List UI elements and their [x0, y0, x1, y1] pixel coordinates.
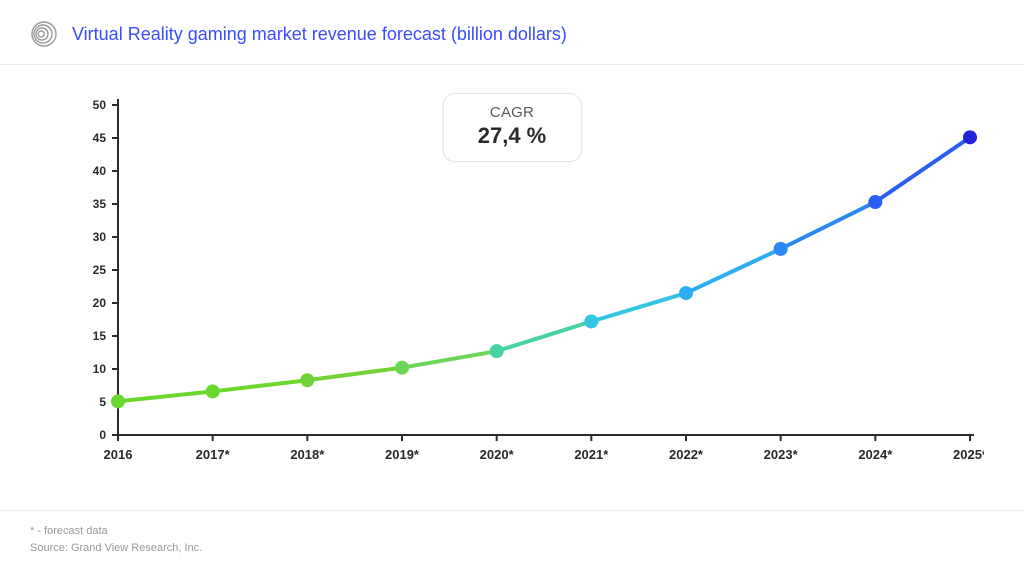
chart-point — [963, 130, 977, 144]
y-tick-label: 45 — [93, 131, 107, 145]
y-tick-label: 20 — [93, 296, 107, 310]
spiral-logo-icon — [30, 20, 58, 48]
y-tick-label: 10 — [93, 362, 107, 376]
y-tick-label: 15 — [93, 329, 107, 343]
chart-point — [300, 373, 314, 387]
y-tick-label: 5 — [99, 395, 106, 409]
footnote-forecast: * - forecast data — [30, 523, 994, 540]
y-tick-label: 35 — [93, 197, 107, 211]
chart-segment — [307, 368, 402, 381]
chart-point — [490, 344, 504, 358]
header: Virtual Reality gaming market revenue fo… — [0, 0, 1024, 65]
chart-point — [395, 361, 409, 375]
chart-segment — [213, 380, 308, 391]
footer: * - forecast data Source: Grand View Res… — [0, 510, 1024, 568]
y-tick-label: 30 — [93, 230, 107, 244]
x-tick-label: 2017* — [196, 447, 231, 462]
y-tick-label: 25 — [93, 263, 107, 277]
cagr-value: 27,4 % — [478, 123, 547, 149]
x-tick-label: 2021* — [574, 447, 609, 462]
chart-point — [868, 195, 882, 209]
chart-point — [584, 314, 598, 328]
x-tick-label: 2024* — [858, 447, 893, 462]
chart-segment — [781, 202, 876, 249]
y-tick-label: 40 — [93, 164, 107, 178]
chart-segment — [875, 137, 970, 202]
y-tick-label: 0 — [99, 428, 106, 442]
x-tick-label: 2018* — [290, 447, 325, 462]
chart-segment — [402, 351, 497, 368]
chart-point — [111, 394, 125, 408]
chart-segment — [591, 293, 686, 321]
chart-segment — [497, 321, 592, 351]
chart-point — [679, 286, 693, 300]
chart-point — [206, 384, 220, 398]
x-tick-label: 2019* — [385, 447, 420, 462]
x-tick-label: 2023* — [764, 447, 799, 462]
chart-segment — [686, 249, 781, 293]
cagr-badge: CAGR 27,4 % — [443, 93, 582, 162]
chart-area: CAGR 27,4 % 0 5 10 15 20 25 30 35 40 45 50 2016 2017… — [0, 65, 1024, 510]
x-tick-label: 2022* — [669, 447, 704, 462]
x-tick-label: 2016 — [104, 447, 133, 462]
cagr-label: CAGR — [478, 104, 547, 121]
footnote-source: Source: Grand View Research, Inc. — [30, 540, 994, 557]
chart-point — [774, 242, 788, 256]
x-tick-label: 2020* — [480, 447, 515, 462]
x-tick-label: 2025* — [953, 447, 984, 462]
chart-segment — [118, 391, 213, 401]
y-tick-label: 50 — [93, 98, 107, 112]
page-title: Virtual Reality gaming market revenue fo… — [72, 24, 567, 45]
